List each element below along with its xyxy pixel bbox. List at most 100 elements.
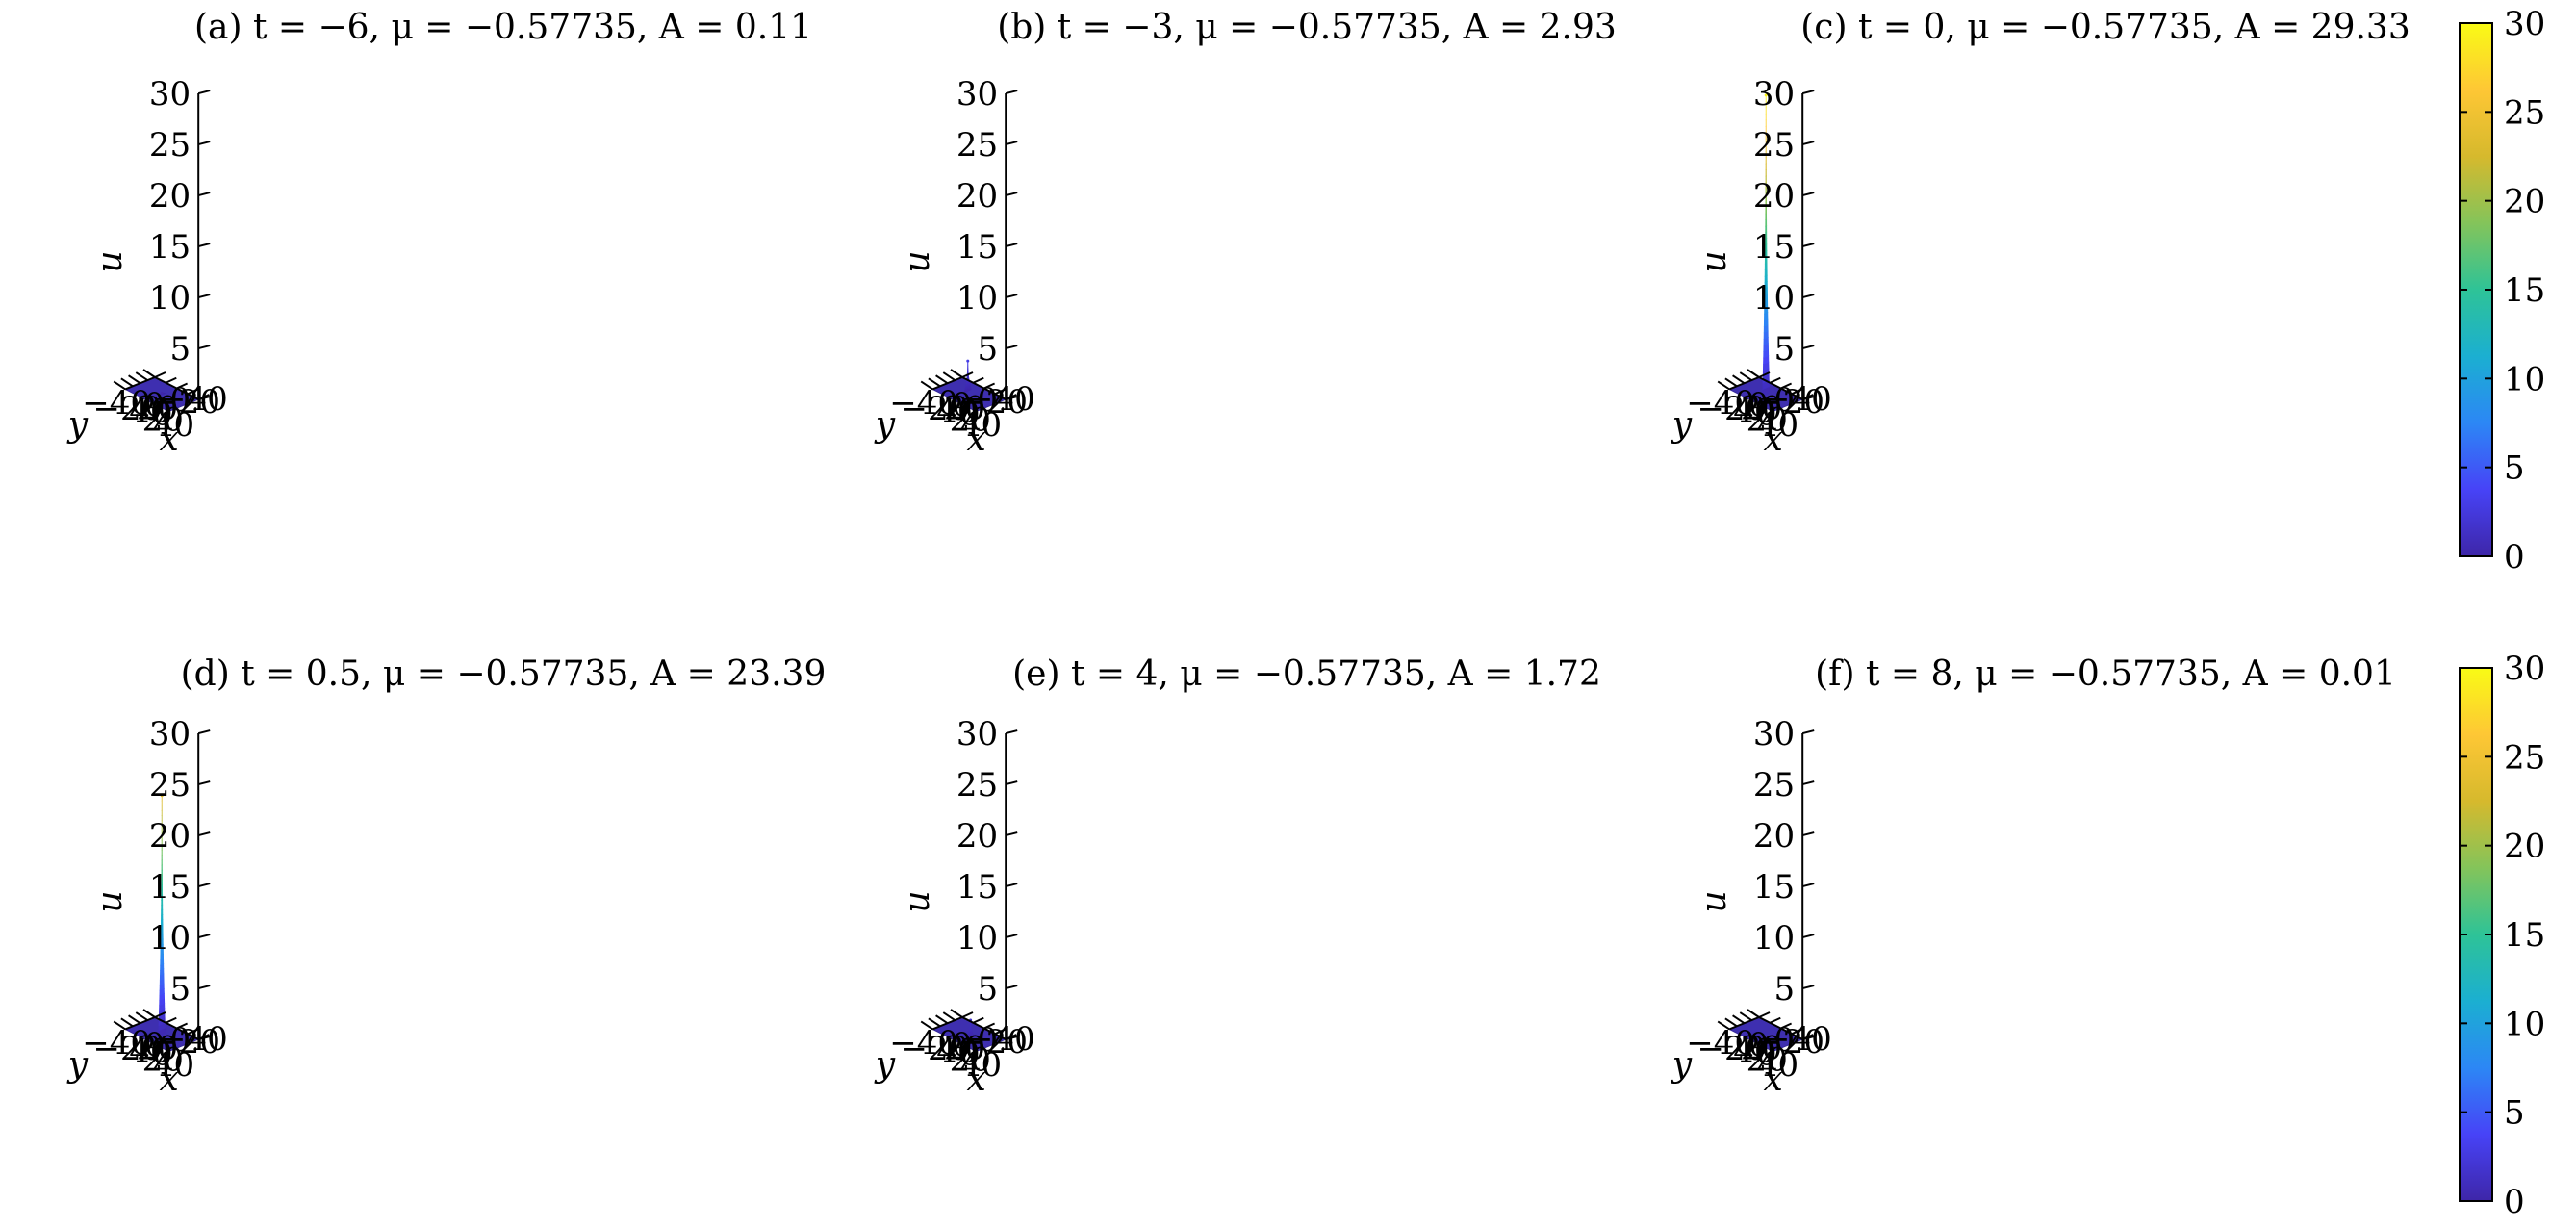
panel-title: (f) t = 8, μ = −0.57735, A = 0.01 (1815, 654, 2396, 694)
z-axis-label: u (898, 250, 937, 272)
y-tick-mark (994, 1028, 1007, 1036)
x-tick-mark (128, 374, 141, 385)
x-tick-mark (120, 1017, 134, 1028)
y-tick-mark (165, 376, 177, 384)
x-tick-label: 40 (1733, 1032, 1774, 1070)
x-tick-mark (135, 371, 148, 381)
z-tick-label: 30 (149, 75, 191, 114)
z-axis-label: u (1695, 250, 1734, 272)
y-tick-label: −40 (82, 384, 151, 422)
y-tick-label: 0 (959, 396, 981, 434)
z-tick-mark (1005, 729, 1018, 735)
z-tick-label: 25 (956, 126, 998, 165)
z-tick-mark (197, 729, 211, 735)
z-tick-mark (197, 985, 211, 990)
x-tick-mark (942, 371, 956, 381)
z-tick-label: 10 (956, 919, 998, 958)
z-tick-mark (1801, 780, 1815, 786)
x-tick-label: 0 (952, 386, 973, 424)
x-tick-label: 0 (1748, 386, 1770, 424)
y-tick-mark (1780, 1022, 1793, 1030)
peak-tip (160, 794, 164, 798)
panel-b: (b) t = −3, μ = −0.57735, A = 2.93051015… (874, 8, 1617, 459)
z-tick-mark (1801, 243, 1815, 248)
x-tick-mark (1724, 377, 1738, 388)
z-tick-label: 30 (956, 715, 998, 754)
y-tick-label: 0 (959, 1036, 981, 1074)
x-tick-label: −40 (966, 1020, 1035, 1059)
z-tick-label: 15 (149, 228, 191, 267)
y-tick-mark (1769, 376, 1781, 384)
x-tick-mark (928, 377, 941, 388)
x-tick-mark (1747, 369, 1760, 378)
x-axis-label: x (1763, 1060, 1782, 1099)
y-tick-label: 0 (1756, 1036, 1777, 1074)
y-axis-label: y (874, 1045, 896, 1085)
y-tick-label: 40 (153, 1046, 194, 1085)
z-tick-label: 5 (170, 970, 191, 1009)
y-tick-label: −40 (889, 1024, 958, 1062)
z-tick-label: 20 (1753, 817, 1795, 856)
z-tick-label: 30 (956, 75, 998, 114)
z-tick-mark (1005, 243, 1018, 248)
x-tick-mark (1739, 1011, 1752, 1021)
z-tick-label: 15 (956, 228, 998, 267)
x-tick-mark (142, 1009, 156, 1018)
y-tick-mark (1758, 1011, 1771, 1018)
y-tick-label: 20 (142, 1040, 184, 1079)
peak-tip (1764, 93, 1768, 97)
x-tick-mark (1747, 1009, 1760, 1018)
x-tick-label: 40 (1733, 392, 1774, 430)
y-tick-mark (961, 371, 974, 378)
z-tick-mark (1005, 883, 1018, 888)
x-tick-label: −40 (1763, 380, 1832, 419)
x-tick-label: −40 (159, 1020, 228, 1059)
x-tick-label: 20 (137, 389, 178, 427)
z-tick-mark (1801, 294, 1815, 299)
z-tick-mark (1005, 192, 1018, 197)
y-tick-mark (983, 382, 996, 390)
x-tick-label: 20 (1741, 389, 1782, 427)
y-tick-label: 40 (1757, 1046, 1798, 1085)
y-tick-mark (165, 1016, 177, 1024)
y-tick-mark (972, 376, 984, 384)
y-tick-label: 0 (152, 396, 173, 434)
y-tick-label: −20 (93, 1030, 163, 1068)
x-tick-mark (113, 380, 126, 391)
y-tick-mark (1780, 382, 1793, 390)
x-tick-mark (113, 1020, 126, 1031)
y-tick-label: −20 (93, 390, 163, 428)
z-tick-mark (197, 192, 211, 197)
z-tick-label: 25 (1753, 766, 1795, 805)
colorbar-tick-label: 20 (2504, 828, 2545, 866)
z-tick-label: 5 (170, 330, 191, 369)
panel-a: (a) t = −6, μ = −0.57735, A = 0.11051015… (66, 8, 812, 459)
z-tick-mark (197, 345, 211, 350)
y-tick-label: 0 (1756, 396, 1777, 434)
z-tick-label: 5 (1774, 970, 1796, 1009)
surface-peak (1762, 93, 1771, 397)
y-tick-label: −40 (1686, 1024, 1755, 1062)
x-tick-mark (1724, 1017, 1738, 1028)
z-tick-label: 20 (1753, 177, 1795, 216)
z-tick-mark (1801, 345, 1815, 350)
y-tick-label: 20 (1747, 400, 1788, 439)
z-tick-mark (197, 243, 211, 248)
z-axis-label: u (90, 250, 130, 272)
panel-title: (a) t = −6, μ = −0.57735, A = 0.11 (194, 8, 812, 47)
z-tick-label: 0 (170, 381, 191, 420)
y-tick-mark (187, 1028, 199, 1036)
x-tick-mark (1739, 371, 1752, 381)
y-tick-mark (154, 371, 166, 378)
z-tick-mark (197, 780, 211, 786)
y-axis-label: y (66, 405, 89, 445)
x-tick-mark (128, 1014, 141, 1025)
colorbar-1: 0 5 10 15 20 25 30 (2459, 5, 2545, 576)
z-tick-label: 20 (149, 177, 191, 216)
z-tick-label: 25 (149, 766, 191, 805)
z-tick-label: 30 (1753, 75, 1795, 114)
x-tick-label: 40 (129, 1032, 170, 1070)
x-tick-mark (1717, 1020, 1730, 1031)
colorbar-tick-label: 20 (2504, 183, 2545, 221)
